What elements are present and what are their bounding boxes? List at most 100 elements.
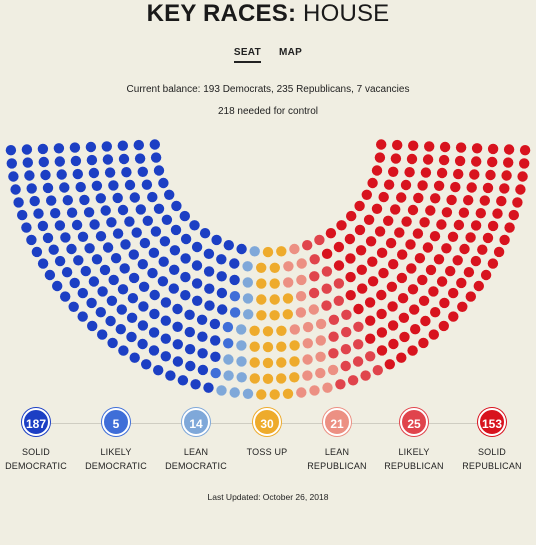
seat-dot[interactable]: [192, 295, 203, 306]
seat-dot[interactable]: [341, 326, 352, 338]
seat-dot[interactable]: [217, 304, 228, 315]
seat-dot[interactable]: [236, 340, 247, 351]
seat-dot[interactable]: [37, 258, 49, 269]
seat-dot[interactable]: [119, 263, 130, 274]
seat-dot[interactable]: [101, 141, 113, 152]
seat-dot[interactable]: [309, 271, 320, 282]
seat-dot[interactable]: [353, 339, 364, 350]
seat-dot[interactable]: [407, 345, 418, 356]
seat-dot[interactable]: [170, 224, 182, 236]
seat-dot[interactable]: [475, 208, 486, 219]
seat-dot[interactable]: [471, 156, 482, 167]
seat-dot[interactable]: [38, 156, 49, 168]
seat-dot[interactable]: [142, 215, 153, 226]
seat-dot[interactable]: [210, 367, 221, 379]
seat-dot[interactable]: [88, 167, 100, 179]
seat-dot[interactable]: [397, 249, 408, 260]
seat-dot[interactable]: [172, 321, 183, 332]
seat-dot[interactable]: [121, 167, 132, 178]
seat-dot[interactable]: [21, 222, 32, 233]
seat-dot[interactable]: [459, 243, 470, 255]
seat-dot[interactable]: [37, 143, 49, 155]
legend-item-lean-democratic[interactable]: 14 LEAN DEMOCRATIC: [156, 408, 236, 473]
seat-dot[interactable]: [345, 271, 356, 283]
seat-dot[interactable]: [8, 171, 19, 182]
seat-dot[interactable]: [40, 169, 51, 181]
seat-dot[interactable]: [26, 234, 37, 246]
seat-dot[interactable]: [44, 269, 56, 281]
seat-dot[interactable]: [404, 167, 415, 178]
seat-dot[interactable]: [116, 304, 128, 315]
seat-dot[interactable]: [356, 264, 367, 275]
seat-dot[interactable]: [88, 276, 100, 287]
seat-dot[interactable]: [466, 182, 477, 193]
seat-dot[interactable]: [296, 387, 307, 398]
seat-dot[interactable]: [487, 258, 499, 269]
seat-dot[interactable]: [283, 261, 294, 272]
seat-dot[interactable]: [124, 179, 136, 191]
seat-dot[interactable]: [406, 263, 417, 274]
seat-dot[interactable]: [487, 220, 499, 232]
seat-dot[interactable]: [236, 372, 247, 383]
seat-dot[interactable]: [430, 307, 441, 318]
seat-dot[interactable]: [37, 220, 49, 232]
seat-dot[interactable]: [492, 208, 503, 219]
seat-dot[interactable]: [169, 245, 181, 256]
seat-dot[interactable]: [446, 194, 457, 206]
seat-dot[interactable]: [309, 385, 320, 396]
seat-dot[interactable]: [315, 367, 326, 379]
seat-dot[interactable]: [128, 249, 139, 260]
seat-dot[interactable]: [148, 247, 160, 258]
seat-dot[interactable]: [438, 320, 449, 332]
seat-dot[interactable]: [453, 219, 465, 231]
seat-dot[interactable]: [436, 276, 448, 287]
legend-item-toss-up[interactable]: 30 TOSS UP: [227, 408, 307, 473]
seat-dot[interactable]: [223, 354, 234, 365]
seat-dot[interactable]: [117, 140, 128, 151]
seat-dot[interactable]: [242, 388, 254, 399]
seat-dot[interactable]: [249, 373, 260, 384]
seat-dot[interactable]: [424, 141, 435, 152]
seat-dot[interactable]: [519, 158, 530, 169]
seat-dot[interactable]: [158, 256, 169, 267]
seat-dot[interactable]: [180, 271, 191, 283]
seat-dot[interactable]: [438, 154, 450, 166]
seat-dot[interactable]: [71, 219, 83, 231]
seat-dot[interactable]: [150, 226, 162, 237]
seat-dot[interactable]: [496, 195, 507, 207]
seat-dot[interactable]: [269, 389, 280, 400]
seat-dot[interactable]: [104, 167, 116, 178]
seat-dot[interactable]: [184, 326, 195, 338]
seat-dot[interactable]: [262, 357, 274, 369]
seat-dot[interactable]: [79, 194, 90, 206]
seat-dot[interactable]: [321, 248, 333, 259]
seat-dot[interactable]: [126, 312, 138, 323]
seat-dot[interactable]: [388, 259, 399, 270]
seat-dot[interactable]: [100, 205, 111, 216]
seat-dot[interactable]: [439, 297, 450, 309]
seat-dot[interactable]: [204, 300, 215, 311]
seat-dot[interactable]: [425, 205, 436, 216]
seat-dot[interactable]: [429, 231, 441, 242]
seat-dot[interactable]: [26, 183, 37, 194]
seat-dot[interactable]: [344, 233, 356, 245]
seat-dot[interactable]: [135, 204, 146, 215]
seat-dot[interactable]: [46, 195, 57, 206]
seat-dot[interactable]: [236, 324, 247, 335]
seat-dot[interactable]: [164, 189, 175, 200]
seat-dot[interactable]: [118, 345, 129, 356]
seat-dot[interactable]: [172, 356, 184, 367]
seat-dot[interactable]: [399, 331, 410, 343]
seat-dot[interactable]: [66, 243, 77, 255]
seat-dot[interactable]: [408, 140, 419, 151]
seat-dot[interactable]: [386, 281, 398, 292]
seat-dot[interactable]: [361, 189, 372, 200]
seat-dot[interactable]: [328, 348, 339, 359]
seat-dot[interactable]: [13, 197, 24, 208]
seat-dot[interactable]: [216, 271, 227, 282]
legend-item-likely-democratic[interactable]: 5 LIKELY DEMOCRATIC: [76, 408, 156, 473]
seat-dot[interactable]: [445, 265, 456, 277]
seat-dot[interactable]: [374, 226, 386, 237]
seat-dot[interactable]: [138, 281, 150, 292]
seat-dot[interactable]: [124, 216, 135, 227]
